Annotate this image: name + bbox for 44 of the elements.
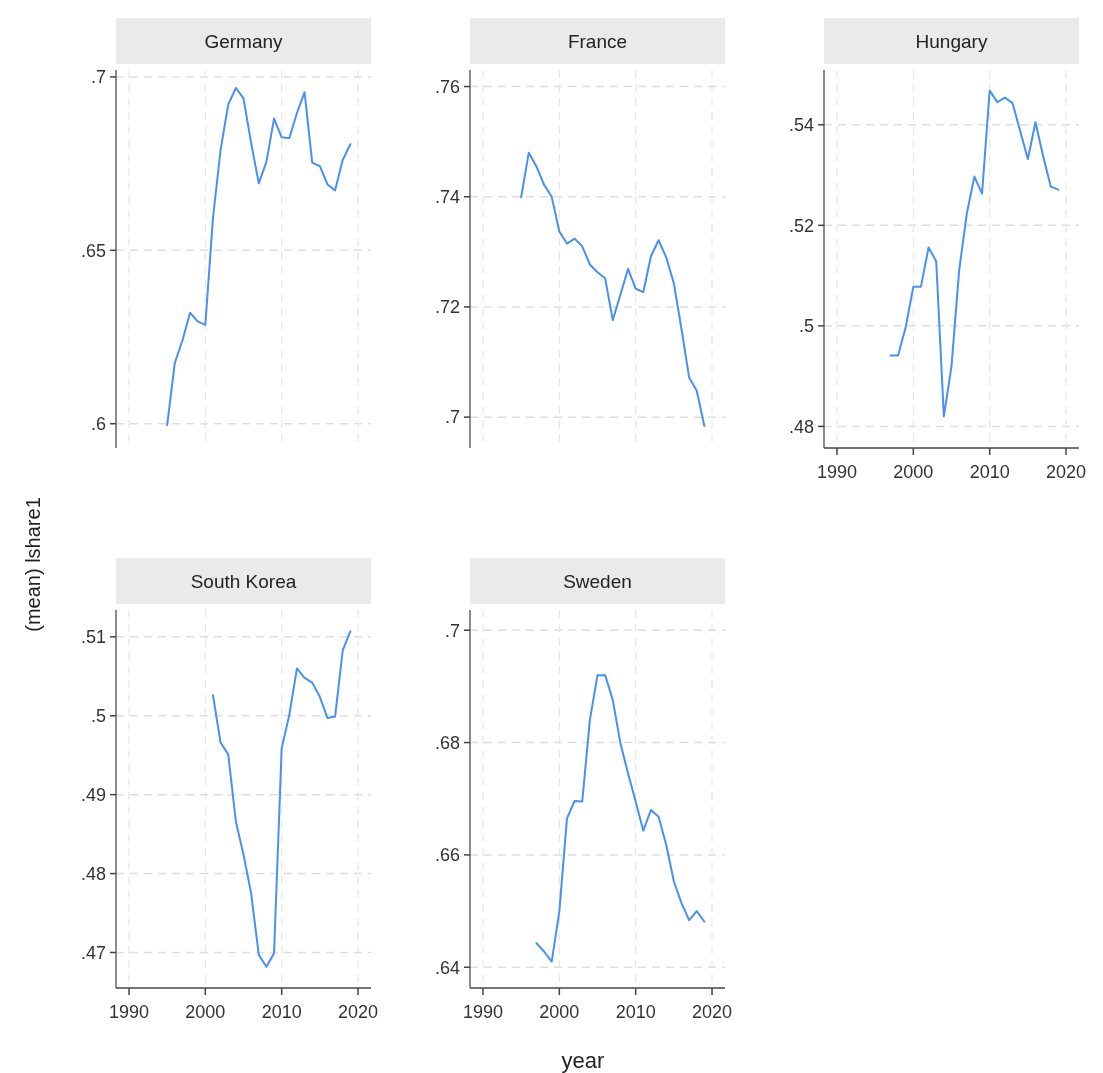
y-tick-label: .51 [80, 627, 106, 648]
y-tick-label: .68 [434, 732, 460, 753]
y-tick-label: .7 [444, 407, 460, 428]
y-tick-label: .66 [434, 845, 460, 866]
y-tick-label: .7 [90, 67, 106, 88]
y-tick-label: .48 [788, 416, 814, 437]
line-series [535, 674, 706, 963]
x-tick-label: 2000 [185, 1002, 226, 1022]
line-series [166, 87, 352, 427]
chart-title: France [567, 31, 628, 52]
y-tick-label: .65 [80, 240, 106, 261]
y-axis-title: (mean) lshare1 [22, 497, 44, 632]
x-tick-label: 2020 [692, 1002, 733, 1022]
x-tick-label: 1990 [108, 1002, 149, 1022]
chart-title: Hungary [915, 31, 988, 52]
chart-title: South Korea [190, 571, 297, 592]
y-tick-label: .6 [90, 414, 106, 435]
y-tick-label: .5 [798, 316, 814, 337]
x-tick-label: 1990 [462, 1002, 503, 1022]
line-series [889, 89, 1060, 418]
x-axis-title: year [561, 1048, 605, 1073]
y-tick-label: .54 [788, 115, 814, 136]
y-tick-label: .64 [434, 957, 460, 978]
x-tick-label: 2000 [893, 462, 934, 482]
chart-title: Germany [204, 31, 284, 52]
y-tick-label: .48 [80, 863, 106, 884]
y-tick-label: .47 [80, 942, 106, 963]
y-tick-label: .5 [90, 706, 106, 727]
y-tick-label: .49 [80, 784, 106, 805]
line-series [211, 630, 352, 968]
y-tick-label: .52 [788, 215, 814, 236]
y-tick-label: .7 [444, 620, 460, 641]
chart-title: Sweden [563, 571, 632, 592]
x-tick-label: 2010 [261, 1002, 302, 1022]
x-tick-label: 2000 [539, 1002, 580, 1022]
x-tick-label: 1990 [816, 462, 857, 482]
y-tick-label: .76 [434, 76, 460, 97]
x-tick-label: 2020 [338, 1002, 379, 1022]
line-series [520, 151, 706, 427]
x-tick-label: 2010 [615, 1002, 656, 1022]
y-tick-label: .72 [434, 297, 460, 318]
y-tick-label: .74 [434, 187, 460, 208]
x-tick-label: 2010 [969, 462, 1010, 482]
x-tick-label: 2020 [1046, 462, 1087, 482]
